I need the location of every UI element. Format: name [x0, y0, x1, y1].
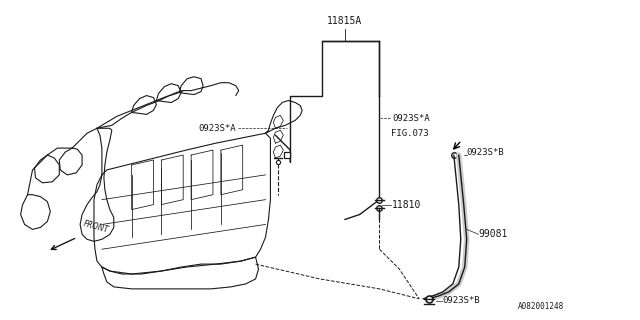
Text: 0923S*B: 0923S*B: [467, 148, 504, 156]
Text: FRONT: FRONT: [82, 219, 109, 234]
Text: 99081: 99081: [479, 229, 508, 239]
Text: 11815A: 11815A: [327, 16, 362, 26]
Text: 0923S*A: 0923S*A: [392, 114, 430, 123]
Text: FIG.073: FIG.073: [392, 129, 429, 138]
Text: 11810: 11810: [392, 200, 420, 210]
Text: A082001248: A082001248: [518, 302, 564, 311]
Text: 0923S*A: 0923S*A: [198, 124, 236, 133]
Text: 0923S*B: 0923S*B: [442, 296, 479, 305]
